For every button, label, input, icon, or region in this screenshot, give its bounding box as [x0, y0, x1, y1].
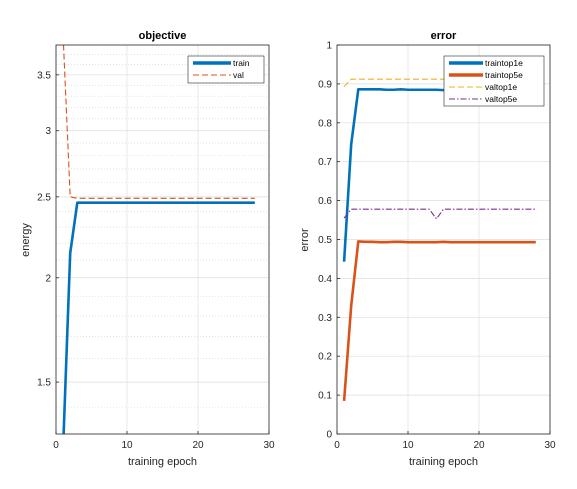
error-y-tick-label: 0.8: [318, 118, 332, 129]
objective-ticks: 0 10 20 30 1.5 2 2.5 3 3.5: [37, 70, 275, 451]
objective-title: objective: [139, 30, 187, 42]
error-y-tick-label: 1: [326, 41, 332, 52]
objective-axes-frame: [55, 44, 270, 435]
error-y-tick-label: 0: [326, 430, 332, 441]
error-legend: traintop1e traintop5e valtop1e valtop5e: [443, 55, 545, 107]
objective-x-tick-label: 20: [192, 440, 204, 451]
objective-y-tick-label: 3.5: [37, 70, 51, 81]
objective-y-tick-label: 2: [45, 273, 51, 284]
objective-y-tick-label: 3: [45, 126, 51, 137]
error-x-tick-label: 30: [544, 440, 556, 451]
error-y-tick-label: 0.5: [318, 235, 332, 246]
error-title: error: [431, 30, 457, 42]
objective-series: [62, 45, 255, 434]
error-y-tick-label: 0.3: [318, 313, 332, 324]
error-legend-label-traintop5e: traintop5e: [485, 70, 523, 80]
objective-y-axis-label: energy: [20, 223, 32, 257]
objective-x-axis-label: training epoch: [128, 456, 197, 468]
error-x-tick-label: 20: [473, 440, 485, 451]
objective-frame: [55, 44, 270, 435]
error-y-tick-label: 0.6: [318, 196, 332, 207]
error-panel: 0 10 20 30 0 0.1 0.2 0.3 0.4 0.5 0.6 0.7 0.8 0.9 1 err…: [299, 30, 556, 468]
objective-legend-label-val: val: [233, 70, 244, 80]
objective-legend: train val: [187, 55, 265, 84]
objective-plot-area: [56, 45, 269, 434]
error-legend-label-traintop1e: traintop1e: [485, 58, 523, 68]
objective-legend-label-train: train: [233, 58, 250, 68]
error-x-tick-label: 10: [402, 440, 414, 451]
objective-series-line-train: [62, 201, 255, 434]
error-y-axis-label: error: [299, 228, 311, 252]
objective-panel: 0 10 20 30 1.5 2 2.5 3 3.5 objective training ep…: [20, 30, 275, 468]
objective-legend-box: [187, 55, 265, 84]
error-ticks: 0 10 20 30 0 0.1 0.2 0.3 0.4 0.5 0.6 0.7 0.8 0.9 1: [318, 41, 556, 452]
error-series-line-traintop5e: [342, 240, 536, 402]
error-legend-label-valtop1e: valtop1e: [485, 82, 517, 92]
objective-x-tick-label: 10: [121, 440, 133, 451]
error-y-tick-label: 0.9: [318, 79, 332, 90]
error-x-tick-label: 0: [334, 440, 340, 451]
objective-y-tick-label: 2.5: [37, 192, 51, 203]
error-series-line-valtop5e: [343, 208, 536, 220]
objective-x-tick-label: 30: [263, 440, 275, 451]
objective-x-tick-label: 0: [53, 440, 59, 451]
objective-y-tick-label: 1.5: [37, 378, 51, 389]
error-y-tick-label: 0.4: [318, 274, 332, 285]
error-y-tick-label: 0.2: [318, 352, 332, 363]
error-legend-label-valtop5e: valtop5e: [485, 94, 517, 104]
error-y-tick-label: 0.1: [318, 391, 332, 402]
error-y-tick-label: 0.7: [318, 157, 332, 168]
error-x-axis-label: training epoch: [409, 456, 478, 468]
